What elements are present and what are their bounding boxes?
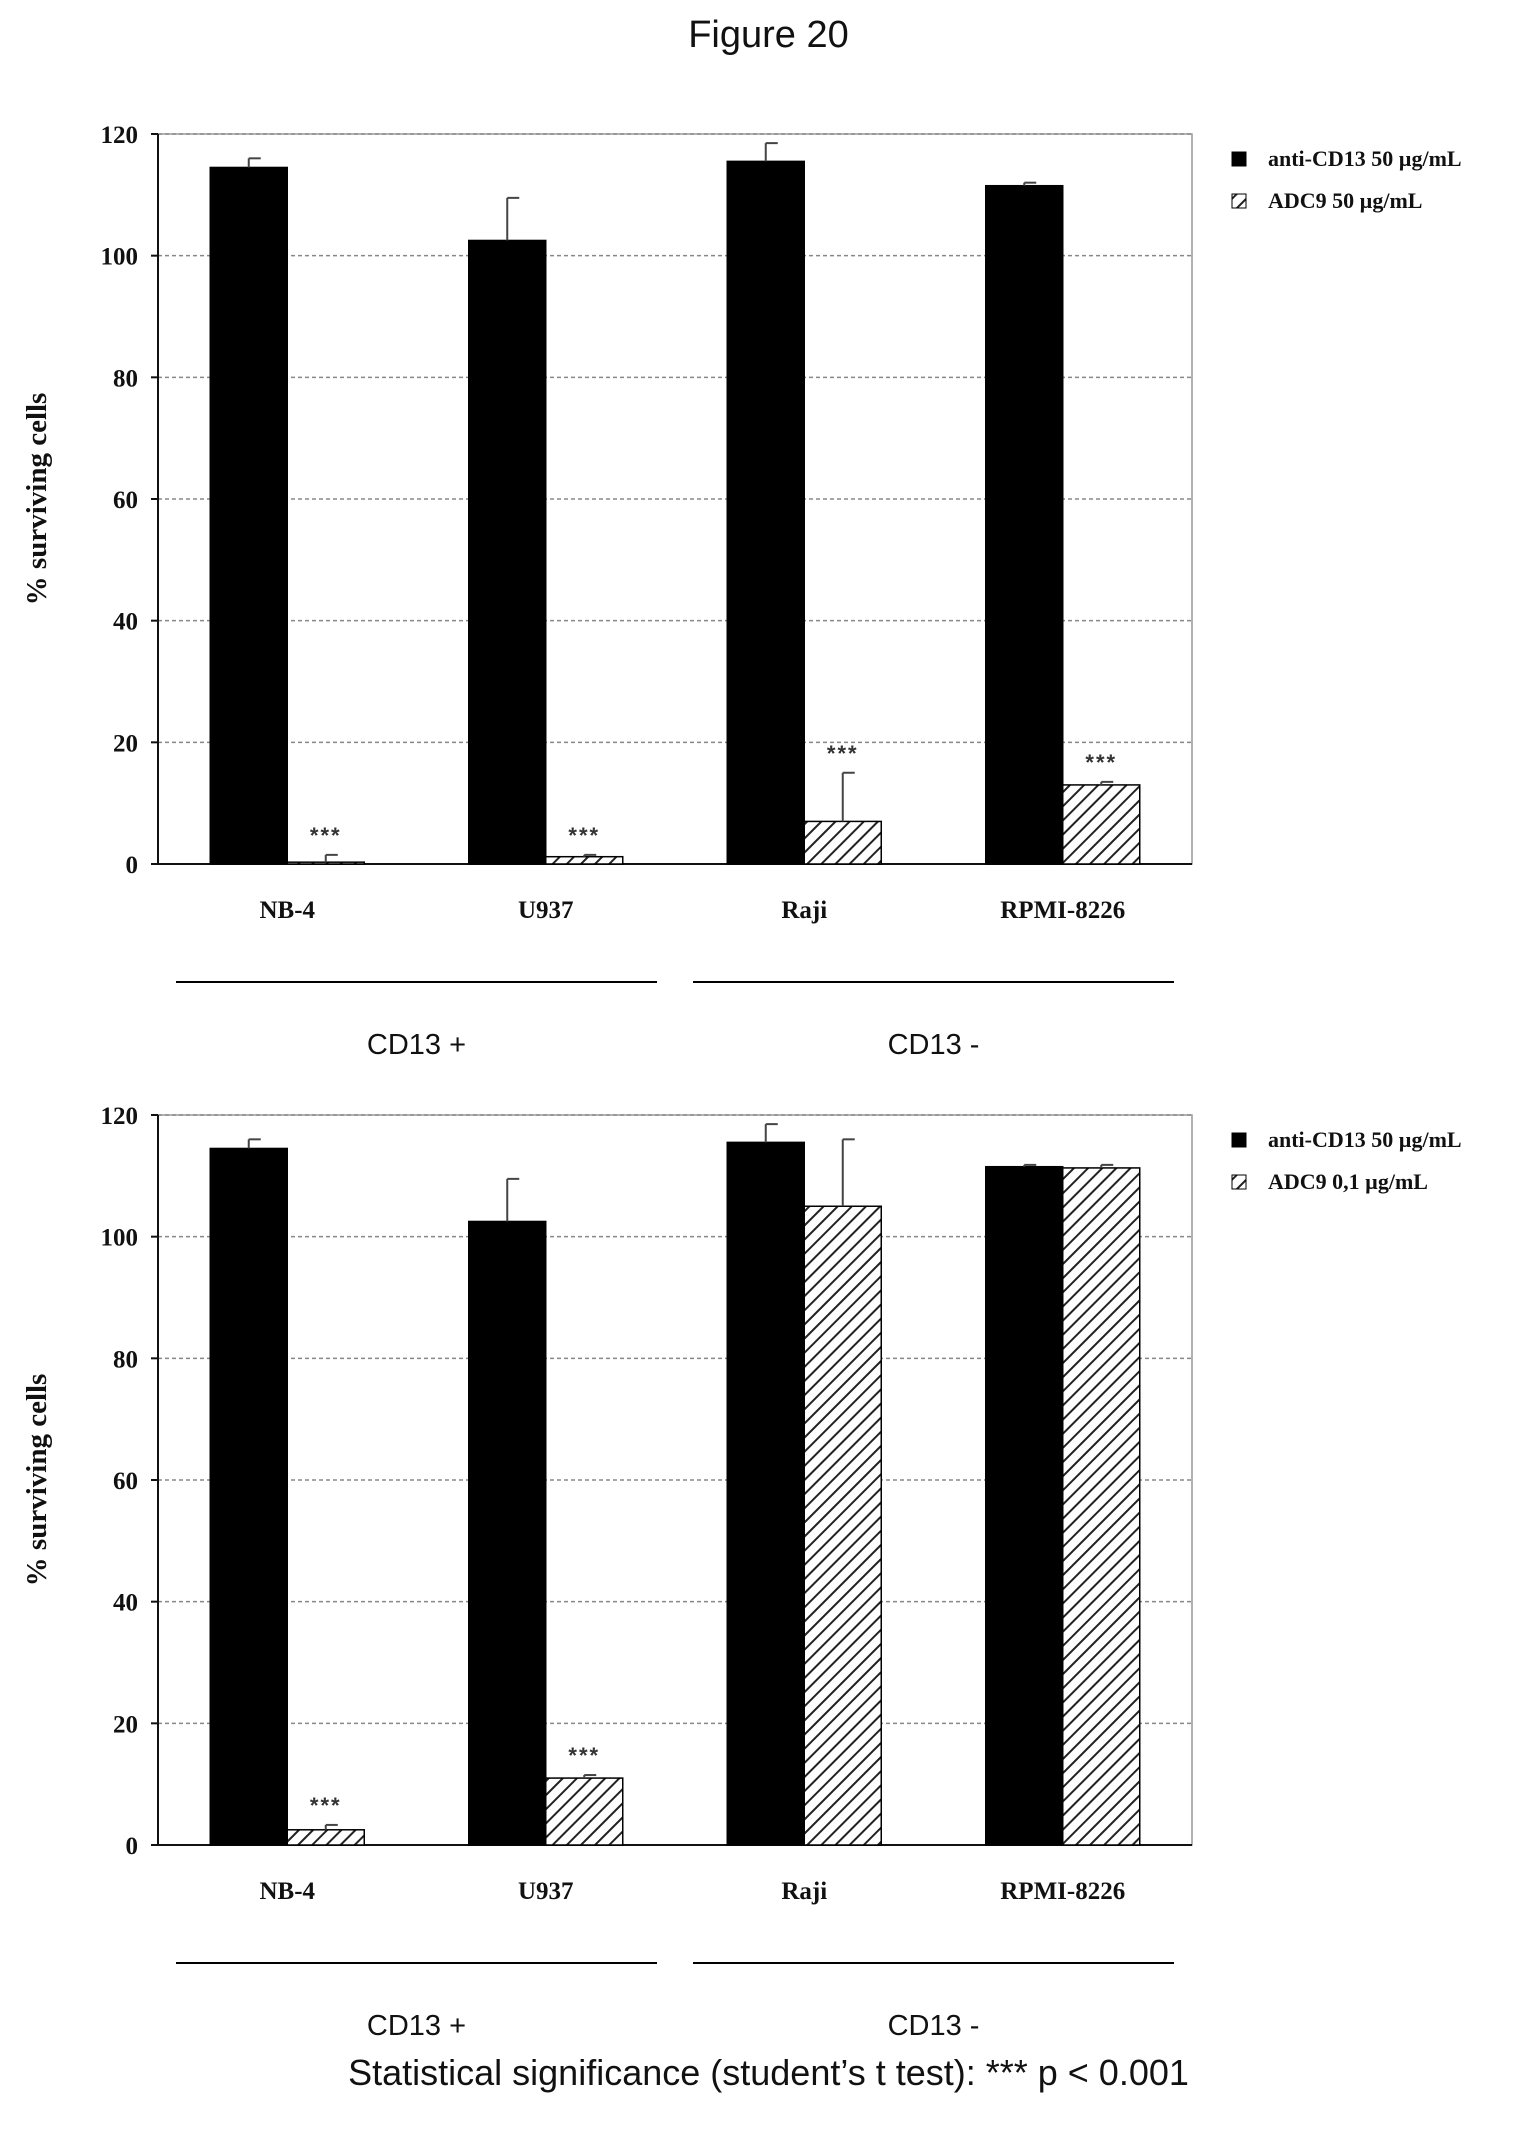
y-tick-label: 120 [101,1103,139,1130]
group-label-cd13: CD13 - [888,1029,980,1061]
bar-nb-4-series-0 [209,1147,288,1846]
y-axis-label: % surviving cells [21,1374,53,1587]
group-label-cd13: CD13 - [888,2010,980,2042]
y-tick-label: 40 [113,609,138,636]
significance-footnote: Statistical significance (student’s t te… [348,2052,1189,2093]
bar-rpmi-8226-series-0 [985,1165,1064,1846]
bar-u937-series-1 [545,855,624,865]
bar-nb-4-series-1 [286,1829,365,1846]
legend-swatch-1 [1231,1174,1247,1190]
figure-title: Figure 20 [688,14,849,56]
y-tick-label: 120 [101,122,139,149]
y-tick-label: 100 [101,244,139,271]
y-tick-label: 0 [126,1833,139,1860]
y-tick-label: 60 [113,487,138,514]
y-tick-label: 80 [113,365,138,392]
bar-raji-series-1 [803,820,882,865]
group-label-cd13: CD13 + [367,1029,466,1061]
bar-rpmi-8226-series-1 [1062,784,1141,865]
significance-marker-u937: *** [568,823,600,848]
bar-rpmi-8226-series-0 [985,184,1064,865]
y-tick-label: 20 [113,1711,138,1738]
y-axis-label: % surviving cells [21,393,53,606]
y-tick-label: 20 [113,730,138,757]
bar-u937-series-1 [545,1777,624,1846]
legend-label-0: anti-CD13 50 µg/mL [1268,146,1462,171]
legend-label-1: ADC9 0,1 µg/mL [1268,1169,1428,1194]
legend-label-0: anti-CD13 50 µg/mL [1268,1127,1462,1152]
bar-nb-4-series-1 [286,861,365,865]
significance-marker-rpmi-8226: *** [1085,750,1117,775]
x-tick-label-u937: U937 [518,897,574,924]
bar-u937-series-0 [468,1220,547,1846]
y-tick-label: 80 [113,1346,138,1373]
significance-marker-raji: *** [827,741,859,766]
x-tick-label-rpmi-8226: RPMI-8226 [1000,1878,1125,1905]
bar-raji-series-1 [803,1205,882,1846]
legend-swatch-0 [1231,1132,1247,1148]
y-tick-label: 100 [101,1225,139,1252]
bar-u937-series-0 [468,239,547,865]
bar-rpmi-8226-series-1 [1062,1167,1141,1846]
significance-marker-nb-4: *** [310,823,342,848]
significance-marker-u937: *** [568,1743,600,1768]
y-tick-label: 60 [113,1468,138,1495]
bar-chart-top: 0 20 40 60 80 100 120 % surviving cells NB-4 U937… [21,122,1462,1061]
significance-marker-nb-4: *** [310,1793,342,1818]
x-tick-label-nb-4: NB-4 [259,1878,315,1905]
x-tick-label-u937: U937 [518,1878,574,1905]
bar-chart-bottom: 0 20 40 60 80 100 120 % surviving cells NB-4 U937… [21,1103,1462,2042]
x-tick-label-rpmi-8226: RPMI-8226 [1000,897,1125,924]
group-label-cd13: CD13 + [367,2010,466,2042]
x-tick-label-raji: Raji [781,897,827,924]
bar-nb-4-series-0 [209,166,288,865]
legend-swatch-0 [1231,151,1247,167]
legend-swatch-1 [1231,193,1247,209]
bar-raji-series-0 [726,160,805,865]
y-tick-label: 40 [113,1590,138,1617]
y-tick-label: 0 [126,852,139,879]
x-tick-label-raji: Raji [781,1878,827,1905]
bar-raji-series-0 [726,1141,805,1846]
legend-label-1: ADC9 50 µg/mL [1268,188,1422,213]
x-tick-label-nb-4: NB-4 [259,897,315,924]
